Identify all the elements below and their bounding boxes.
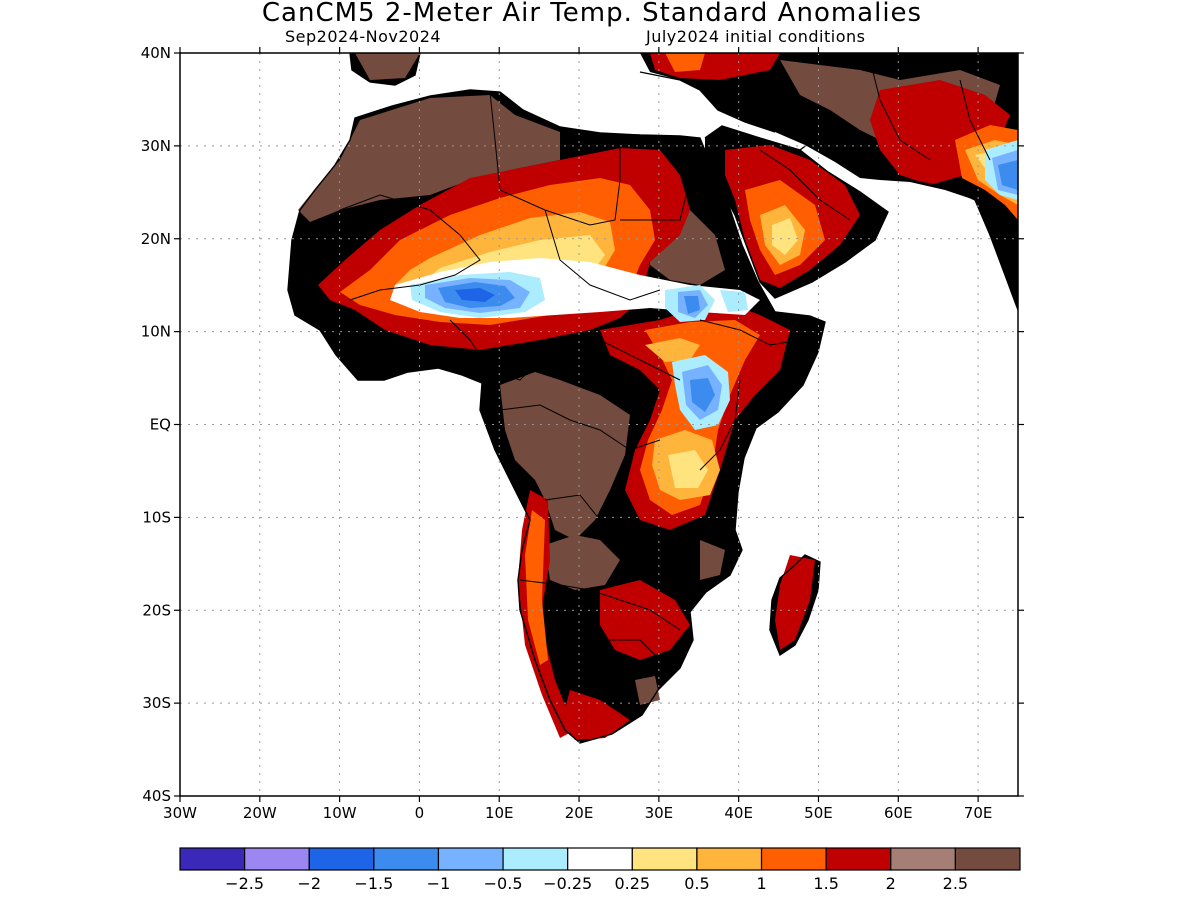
coastlines xyxy=(287,53,1018,744)
forecast-period: Sep2024-Nov2024 xyxy=(285,27,442,46)
country-borders xyxy=(339,59,991,661)
map-title: CanCM5 2-Meter Air Temp. Standard Anomal… xyxy=(261,0,923,28)
colorbar-swatch xyxy=(954,847,1021,871)
colorbar-swatch xyxy=(308,847,375,871)
border-line xyxy=(449,319,681,381)
anomaly-dark-brown xyxy=(355,53,420,80)
border-line xyxy=(869,59,931,161)
colorbar-label: −1.5 xyxy=(354,874,393,893)
anomaly-shading xyxy=(298,53,1018,740)
colorbar-label: 2.5 xyxy=(943,874,968,893)
colorbar-swatch xyxy=(373,847,440,871)
colorbar-label: 2 xyxy=(886,874,896,893)
colorbar-swatch xyxy=(244,847,310,871)
axis-ticks xyxy=(174,47,1024,802)
anomaly-dark-brown xyxy=(500,372,630,540)
border-line xyxy=(699,319,801,346)
colorbar-label: −2 xyxy=(297,874,321,893)
lat-tick-label: 20N xyxy=(141,230,171,248)
lat-tick-label: EQ xyxy=(150,416,171,434)
anomaly-red xyxy=(775,555,815,650)
border-line xyxy=(544,209,661,301)
anomaly-yellow xyxy=(772,218,798,255)
anomaly-light-orange xyxy=(645,338,700,362)
colorbar-swatch xyxy=(179,847,246,871)
madagascar-coastline xyxy=(769,554,821,657)
anomaly-cyan xyxy=(720,290,748,312)
anomaly-orange xyxy=(525,510,548,665)
colorbar-labels: −2.5 −2 −1.5 −1 −0.5 −0.25 0.25 0.5 1 1.5 2 2.5 xyxy=(225,874,968,893)
anomaly-blue xyxy=(684,296,700,314)
anomaly-dark-brown xyxy=(298,95,560,222)
lon-tick-label: 30E xyxy=(645,804,674,822)
border-line xyxy=(544,494,701,566)
iberia-coastline xyxy=(349,53,421,86)
lon-tick-label: 10E xyxy=(485,804,514,822)
anomaly-blue xyxy=(690,378,715,412)
africa-coastline xyxy=(287,89,826,744)
anomaly-dark-blue xyxy=(455,288,495,302)
colorbar-label: −2.5 xyxy=(225,874,264,893)
colorbar-swatch xyxy=(890,847,956,871)
colorbar-swatch xyxy=(631,847,698,871)
arabian-coastline xyxy=(704,125,889,299)
lon-tick-label: 10W xyxy=(323,804,357,822)
colorbar-label: 0.5 xyxy=(684,874,709,893)
lon-tick-label: 20E xyxy=(565,804,594,822)
lat-tick-label: 30N xyxy=(141,137,171,155)
border-line xyxy=(519,579,681,631)
lat-tick-label: 40N xyxy=(141,44,171,62)
anomaly-orange xyxy=(665,53,705,72)
border-line xyxy=(699,379,741,471)
border-line xyxy=(489,91,621,226)
border-line xyxy=(959,79,991,161)
colorbar-swatch xyxy=(825,847,892,871)
lon-tick-label: 70E xyxy=(964,804,993,822)
colorbar-label: −1 xyxy=(427,874,451,893)
border-line xyxy=(339,194,481,301)
persian-gulf-coastline xyxy=(799,134,1018,311)
colorbar-label: 1.5 xyxy=(813,874,838,893)
lat-tick-label: 10N xyxy=(141,323,171,341)
colorbar xyxy=(179,847,1021,871)
colorbar-swatch xyxy=(696,847,763,871)
anomaly-dark-brown xyxy=(700,540,725,580)
colorbar-swatch xyxy=(437,847,504,871)
lon-tick-label: 30W xyxy=(163,804,197,822)
lat-tick-label: 40S xyxy=(142,787,171,805)
border-line xyxy=(759,149,851,221)
border-line xyxy=(620,139,701,221)
anomaly-blue xyxy=(998,160,1018,190)
anomaly-yellow xyxy=(668,450,708,488)
lat-tick-label: 30S xyxy=(142,694,171,712)
colorbar-swatch xyxy=(760,847,827,871)
initial-conditions-label: July2024 initial conditions xyxy=(646,27,866,46)
lon-tick-label: 40E xyxy=(724,804,753,822)
colorbar-swatch xyxy=(502,847,569,871)
lon-tick-label: 60E xyxy=(884,804,913,822)
lon-tick-label: 0 xyxy=(415,804,425,822)
colorbar-swatch xyxy=(567,847,633,871)
lon-tick-label: 20W xyxy=(243,804,277,822)
lon-tick-label: 50E xyxy=(804,804,833,822)
border-line xyxy=(499,404,661,451)
colorbar-label: −0.5 xyxy=(484,874,523,893)
border-line xyxy=(554,639,661,661)
lat-tick-label: 20S xyxy=(142,601,171,619)
mediterranean-coastline xyxy=(639,71,776,133)
map-area xyxy=(180,53,1018,796)
anomaly-dark-brown xyxy=(545,535,620,590)
colorbar-label: 0.25 xyxy=(614,874,650,893)
colorbar-label: 1 xyxy=(756,874,766,893)
colorbar-label: −0.25 xyxy=(543,874,592,893)
lat-tick-label: 10S xyxy=(142,508,171,526)
